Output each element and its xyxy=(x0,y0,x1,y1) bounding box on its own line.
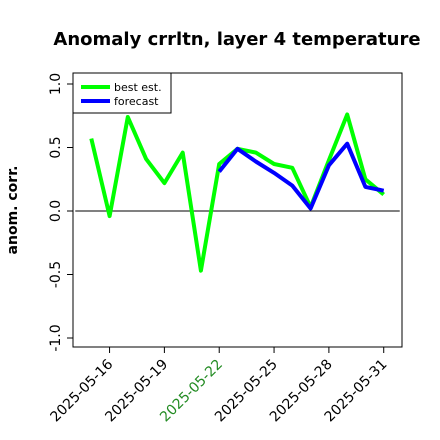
series-line-best-est xyxy=(89,112,385,273)
y-tick-label: 0.0 xyxy=(48,200,64,222)
y-tick-label: 1.0 xyxy=(48,73,64,95)
series-lines xyxy=(89,112,385,273)
x-axis: 2025-05-162025-05-192025-05-222025-05-25… xyxy=(48,347,391,425)
legend-label-best-est: best est. xyxy=(114,81,162,94)
chart-title: Anomaly crrltn, layer 4 temperature xyxy=(53,29,420,50)
y-axis: -1.0 -0.5 0.0 0.5 1.0 xyxy=(48,73,73,352)
y-tick-label: -0.5 xyxy=(48,261,64,288)
y-axis-label: anom. corr. xyxy=(5,166,21,255)
y-tick-label: 0.5 xyxy=(48,136,64,158)
series-line-forecast xyxy=(217,141,385,211)
legend: best est. forecast xyxy=(72,72,172,114)
plot-frame xyxy=(72,72,403,348)
legend-label-forecast: forecast xyxy=(114,95,159,108)
legend-box xyxy=(72,72,172,114)
y-tick-label: -1.0 xyxy=(48,324,64,351)
